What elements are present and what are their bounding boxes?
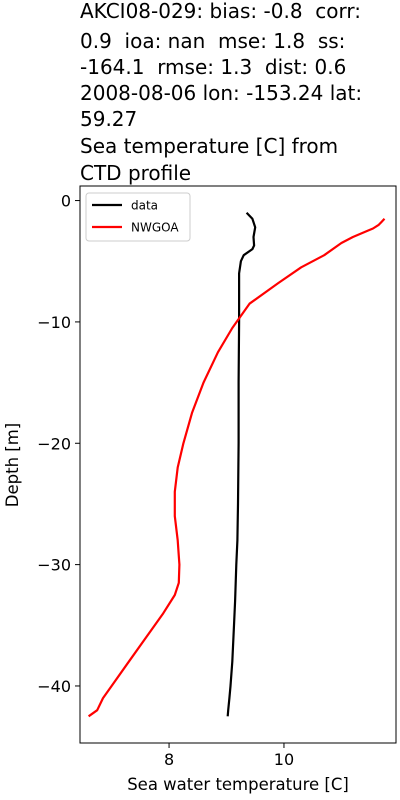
y-tick-label: −20 — [37, 434, 71, 453]
legend: data NWGOA — [85, 192, 191, 242]
title-line: 2008-08-06 lon: -153.24 lat: — [80, 81, 363, 105]
y-axis-label: Depth [m] — [3, 423, 22, 507]
title-line: -164.1 rmse: 1.3 dist: 0.6 — [80, 55, 347, 79]
title-line: 59.27 — [80, 107, 138, 131]
y-tick-label: −40 — [37, 677, 71, 696]
title-line: CTD profile — [80, 161, 192, 185]
y-tick-label: −30 — [37, 556, 71, 575]
series-line-nwgoa — [87, 218, 386, 718]
series-line-data — [226, 211, 257, 717]
title-line: 0.9 ioa: nan mse: 1.8 ss: — [80, 29, 346, 53]
x-tick-label: 10 — [274, 750, 294, 769]
legend-label-data: data — [131, 199, 158, 213]
x-axis-label: Sea water temperature [C] — [127, 775, 349, 794]
title-line: Sea temperature [C] from — [80, 134, 339, 158]
title-line: AKCI08-029: bias: -0.8 corr: — [80, 0, 361, 23]
legend-label-nwgoa: NWGOA — [131, 221, 179, 235]
x-tick-label: 8 — [164, 750, 174, 769]
y-tick-label: 0 — [61, 192, 71, 211]
y-tick-label: −10 — [37, 313, 71, 332]
plot-frame — [79, 185, 397, 744]
